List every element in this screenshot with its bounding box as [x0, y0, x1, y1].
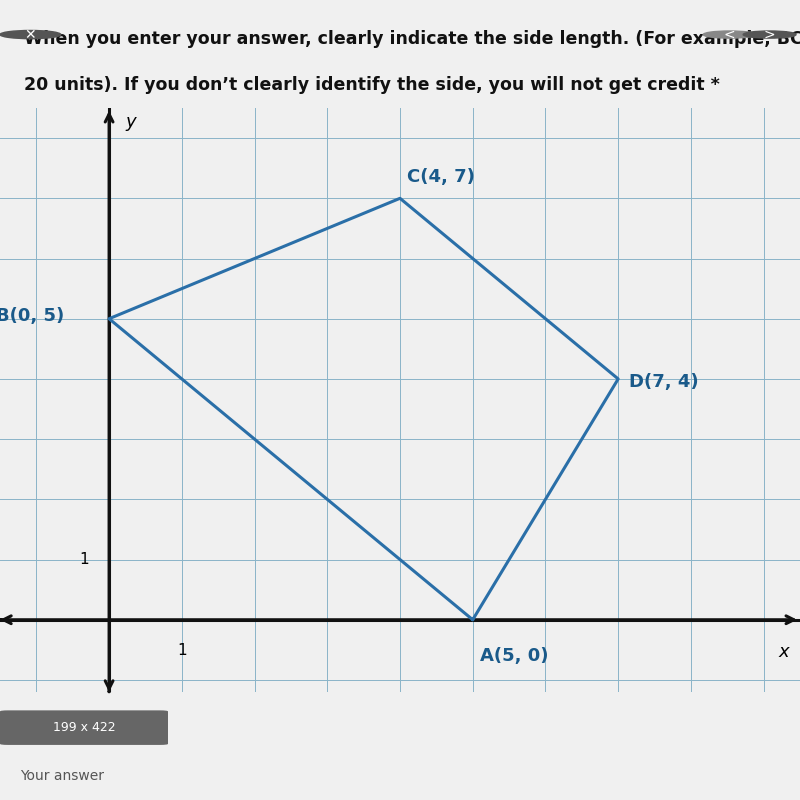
Text: >: > — [764, 27, 775, 42]
Text: Your answer: Your answer — [20, 770, 104, 783]
Text: B(0, 5): B(0, 5) — [0, 306, 65, 325]
Text: 1: 1 — [79, 552, 89, 567]
Text: 199 x 422: 199 x 422 — [53, 721, 115, 734]
Circle shape — [703, 31, 756, 38]
Circle shape — [0, 30, 61, 38]
Text: y: y — [125, 113, 136, 131]
Text: D(7, 4): D(7, 4) — [629, 373, 698, 391]
Text: ✕: ✕ — [25, 27, 36, 42]
Circle shape — [743, 31, 796, 38]
Text: 1: 1 — [177, 642, 186, 658]
Text: C(4, 7): C(4, 7) — [407, 168, 475, 186]
Text: A(5, 0): A(5, 0) — [480, 647, 549, 665]
Text: When you enter your answer, clearly indicate the side length. (For example, BC =: When you enter your answer, clearly indi… — [24, 30, 800, 48]
Text: <: < — [724, 27, 735, 42]
Text: 20 units). If you don’t clearly identify the side, you will not get credit *: 20 units). If you don’t clearly identify… — [24, 76, 720, 94]
FancyBboxPatch shape — [0, 710, 168, 745]
Text: x: x — [778, 642, 789, 661]
